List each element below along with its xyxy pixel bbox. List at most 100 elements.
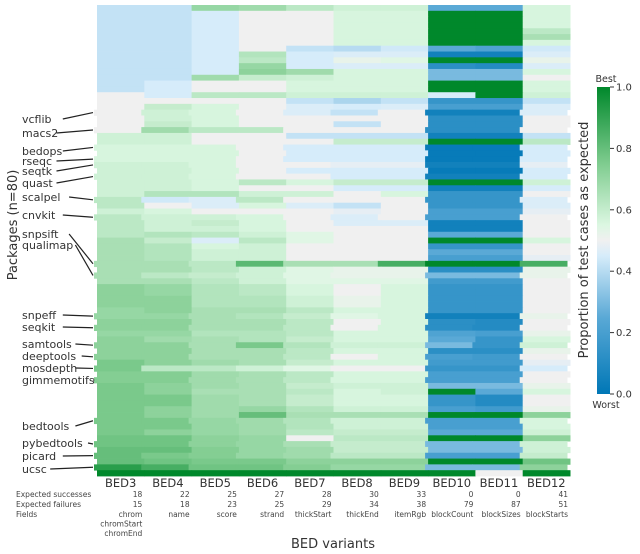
heatmap-cell [522,22,571,29]
heatmap-cell [235,196,284,204]
expected-failures-value: 87 [511,500,521,509]
heatmap-cell [428,371,476,378]
heatmap-cell [333,63,382,70]
heatmap-cell [283,342,331,349]
heatmap-cell [191,57,240,64]
heatmap-cell [94,214,142,221]
heatmap-cell [144,330,193,337]
heatmap-cell [428,225,476,233]
heatmap-cell [333,34,382,41]
heatmap-cell [377,214,426,221]
heatmap-cell [191,231,240,238]
heatmap-cell [191,237,240,244]
heatmap-cell [97,16,145,23]
heatmap-cell [191,336,240,343]
heatmap-cell [286,39,334,47]
heatmap-cell [144,423,193,430]
heatmap-cell [238,412,287,419]
heatmap-cell [188,109,237,116]
heatmap-cell [428,68,476,76]
heatmap-cell [97,289,145,297]
heatmap-cell [380,167,429,175]
heatmap-cell [522,388,571,395]
heatmap-cell [428,255,476,262]
heatmap-cell [144,220,193,227]
heatmap-cell [144,371,193,378]
heatmap-cell [238,208,287,215]
heatmap-cell [97,348,145,355]
heatmap-cell [380,185,429,192]
heatmap-cell [330,452,379,459]
heatmap-cell [286,307,334,314]
heatmap-cell [286,92,334,99]
heatmap-cell [144,231,193,238]
heatmap-cell [333,458,382,465]
heatmap-cell [286,121,334,128]
heatmap-cell [428,115,476,122]
heatmap-cell [472,173,521,180]
expected-successes-value: 28 [322,490,332,499]
heatmap-cell [238,103,287,111]
heatmap-cell [97,237,145,244]
colorbar-tick-label: 0.4 [616,267,632,278]
expected-failures-value: 18 [180,500,190,509]
heatmap-cell [191,412,240,419]
heatmap-cell [333,435,382,442]
heatmap-cell [286,435,334,442]
heatmap-cell [380,179,429,186]
heatmap-cell [191,22,240,29]
heatmap-cell [380,301,429,308]
heatmap-cell [238,243,287,250]
heatmap-cell [380,458,429,465]
heatmap-cell [144,16,193,23]
heatmap-cell [519,464,568,471]
heatmap-cell [283,214,331,221]
heatmap-cell [286,63,334,70]
heatmap-cell [475,307,524,314]
heatmap-cell [97,382,145,390]
heatmap-cell [144,191,193,198]
heatmap-cell [425,377,473,384]
heatmap-cell [144,103,193,111]
heatmap-cell [522,220,571,227]
heatmap-cell [428,429,476,436]
heatmap-cell [475,406,524,413]
heatmap-cell [425,272,473,279]
heatmap-cell [333,132,382,140]
heatmap-cell [94,260,142,268]
heatmap-cell [94,196,142,204]
heatmap-cell [519,214,568,221]
heatmap-cell [522,382,571,390]
column-label: BED5 [200,476,231,490]
label-leader-line [50,466,94,470]
heatmap-cell [144,249,193,256]
heatmap-cell [472,156,521,163]
heatmap-cell [522,266,571,273]
heatmap-cell [333,28,382,35]
heatmap-cell [238,394,287,401]
heatmap-cell [286,336,334,343]
heatmap-cell [428,266,476,273]
heatmap-cell [141,196,190,204]
heatmap-cell [144,92,193,99]
heatmap-cell [286,266,334,273]
heatmap-cell [286,208,334,215]
heatmap-cell [286,330,334,337]
heatmap-cell [377,196,426,204]
heatmap-cell [144,86,193,93]
heatmap-cell [94,272,142,279]
x-axis-title: BED variants [291,537,375,552]
heatmap-cell [238,406,287,413]
heatmap-cell [380,63,429,70]
heatmap-cell [428,167,476,175]
heatmap-cell [333,51,382,58]
field-name: chromStart [100,520,142,529]
heatmap-cell [141,272,190,279]
heatmap-cell [522,98,571,105]
heatmap-cell [286,231,334,238]
heatmap-cell [94,144,142,151]
heatmap-cell [188,452,237,459]
heatmap-cell [380,132,429,140]
heatmap-cell [522,400,571,407]
heatmap-cell [380,34,429,41]
